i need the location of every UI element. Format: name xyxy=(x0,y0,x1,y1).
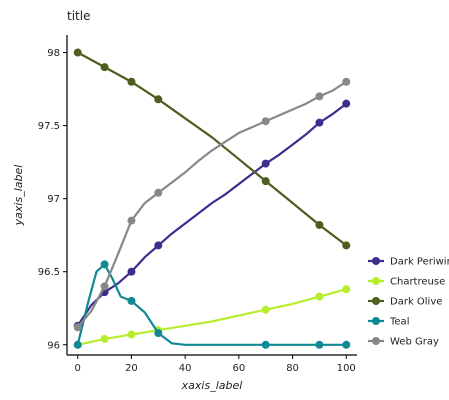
point-web-gray xyxy=(261,117,270,126)
point-dark-olive xyxy=(127,77,136,86)
point-web-gray xyxy=(315,92,324,101)
legend-marker-teal xyxy=(372,317,380,325)
legend: Dark Periwinkle Chartreuse Dark Olive Teal W… xyxy=(368,257,449,348)
plot-area: 96 96.5 97 97.5 98 0 20 40 60 80 100 xyxy=(38,35,357,374)
y-tick-label: 96 xyxy=(47,340,60,351)
point-chartreuse xyxy=(342,285,351,294)
legend-label-web-gray: Web Gray xyxy=(390,337,439,348)
x-axis-title: xaxis_label xyxy=(181,379,243,392)
series-line-teal xyxy=(76,263,347,346)
point-dark-olive xyxy=(100,63,109,72)
point-dark-olive xyxy=(315,220,324,229)
point-teal xyxy=(73,340,82,349)
legend-marker-web-gray xyxy=(372,337,380,345)
series-line-chartreuse xyxy=(77,288,347,346)
point-teal xyxy=(127,296,136,305)
point-chartreuse xyxy=(315,292,324,301)
point-web-gray xyxy=(127,216,136,225)
point-teal xyxy=(261,340,270,349)
point-teal xyxy=(100,260,109,269)
point-web-gray xyxy=(100,282,109,291)
legend-marker-dark-periwinkle xyxy=(372,257,380,265)
legend-label-dark-olive: Dark Olive xyxy=(390,297,442,308)
x-tick-label: 100 xyxy=(337,363,356,374)
point-dark-olive xyxy=(342,241,351,250)
series-line-web-gray xyxy=(76,80,347,328)
point-dark-periwinkle xyxy=(261,159,270,168)
point-dark-periwinkle xyxy=(315,118,324,127)
point-dark-olive xyxy=(261,177,270,186)
point-web-gray xyxy=(73,323,82,332)
point-web-gray xyxy=(154,188,163,197)
point-dark-olive xyxy=(154,95,163,104)
y-tick-label: 98 xyxy=(47,48,60,59)
legend-marker-chartreuse xyxy=(372,277,380,285)
series-line-dark-olive xyxy=(77,51,347,247)
y-tick-label: 96.5 xyxy=(38,267,60,278)
point-teal xyxy=(342,340,351,349)
point-dark-periwinkle xyxy=(154,241,163,250)
point-teal xyxy=(154,329,163,338)
point-chartreuse xyxy=(100,334,109,343)
point-chartreuse xyxy=(127,330,136,339)
legend-label-teal: Teal xyxy=(389,317,409,328)
x-tick-label: 80 xyxy=(286,363,299,374)
legend-marker-dark-olive xyxy=(372,297,380,305)
point-dark-periwinkle xyxy=(342,99,351,108)
x-tick-label: 0 xyxy=(75,363,81,374)
y-axis-title: yaxis_label xyxy=(12,165,25,227)
point-chartreuse xyxy=(261,305,270,314)
x-tick-label: 60 xyxy=(232,363,245,374)
x-tick-label: 20 xyxy=(125,363,138,374)
y-tick-label: 97 xyxy=(47,194,60,205)
y-tick-label: 97.5 xyxy=(38,121,60,132)
x-tick-label: 40 xyxy=(179,363,192,374)
legend-label-dark-periwinkle: Dark Periwinkle xyxy=(390,257,449,268)
legend-label-chartreuse: Chartreuse xyxy=(390,277,445,288)
series-line-dark-periwinkle xyxy=(76,102,347,327)
chart-title: title xyxy=(67,9,90,23)
point-dark-olive xyxy=(73,48,82,57)
point-dark-periwinkle xyxy=(127,267,136,276)
point-web-gray xyxy=(342,77,351,86)
point-teal xyxy=(315,340,324,349)
